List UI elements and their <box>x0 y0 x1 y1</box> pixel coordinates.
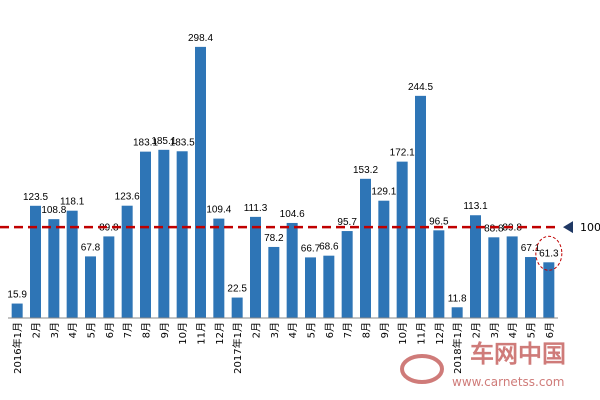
highlight-circle <box>535 235 563 271</box>
value-label: 88.8 <box>484 223 504 234</box>
x-tick-label: 3月 <box>49 322 61 338</box>
bar <box>305 257 316 318</box>
value-label: 244.5 <box>408 82 433 93</box>
bar <box>396 161 408 318</box>
x-tick-label: 6月 <box>324 322 336 338</box>
x-tick-label: 3月 <box>269 322 281 338</box>
bar <box>66 210 78 318</box>
bar <box>433 230 445 318</box>
x-tick-label: 10月 <box>397 322 409 345</box>
x-tick-label: 2月 <box>471 322 483 338</box>
bar <box>195 46 206 318</box>
x-tick-label: 10月 <box>177 322 189 345</box>
value-label: 104.6 <box>280 209 305 220</box>
value-label: 123.5 <box>23 192 48 203</box>
bar <box>451 307 463 318</box>
bar <box>286 222 298 318</box>
bar <box>506 236 518 318</box>
bar <box>30 205 41 318</box>
value-label: 183.1 <box>133 138 158 149</box>
watermark-url: www.carnetss.com <box>452 375 564 389</box>
bar <box>85 256 96 318</box>
x-tick-label: 7月 <box>122 322 134 338</box>
bar <box>470 215 481 318</box>
value-label: 183.5 <box>170 137 195 148</box>
value-label: 111.3 <box>244 203 268 214</box>
reference-label: 100 <box>580 221 600 234</box>
bar <box>268 246 280 318</box>
x-tick-label: 2016年1月 <box>11 322 24 374</box>
x-tick-label: 2月 <box>251 322 263 338</box>
x-tick-label: 4月 <box>507 322 519 338</box>
bar <box>176 151 188 318</box>
value-label: 78.2 <box>264 233 284 244</box>
value-label: 89.8 <box>99 222 119 233</box>
x-tick-label: 2月 <box>31 322 43 338</box>
value-label: 108.8 <box>41 205 66 216</box>
value-label: 61.3 <box>539 248 559 259</box>
value-label: 96.5 <box>429 216 449 227</box>
x-tick-label: 7月 <box>342 322 354 338</box>
bar <box>213 218 225 318</box>
value-label: 113.1 <box>463 201 488 212</box>
x-tick-label: 4月 <box>67 322 79 338</box>
value-label: 298.4 <box>188 33 213 44</box>
bar <box>140 151 151 318</box>
watermark-text: 车网中国 <box>470 340 566 368</box>
value-label: 153.2 <box>353 165 378 176</box>
bar <box>48 219 60 318</box>
x-tick-label: 3月 <box>489 322 501 338</box>
value-label: 172.1 <box>390 148 415 159</box>
value-label: 95.7 <box>337 217 357 228</box>
bar <box>231 297 243 318</box>
x-tick-label: 12月 <box>434 322 446 345</box>
bar <box>11 303 23 318</box>
bar <box>103 236 115 318</box>
x-tick-label: 11月 <box>196 322 208 345</box>
bar <box>543 262 555 318</box>
bar <box>341 231 353 318</box>
value-label: 11.8 <box>448 293 467 304</box>
bar <box>323 255 335 318</box>
x-tick-label: 5月 <box>86 322 98 338</box>
bar <box>378 200 390 318</box>
x-tick-label: 5月 <box>306 322 318 338</box>
x-tick-label: 5月 <box>526 322 538 338</box>
value-label: 67.1 <box>521 243 541 254</box>
x-tick-label: 6月 <box>544 322 556 338</box>
reference-marker <box>563 221 573 234</box>
x-tick-label: 11月 <box>416 322 428 345</box>
value-label: 109.4 <box>206 205 231 216</box>
bar <box>121 205 133 318</box>
bar <box>525 257 536 318</box>
value-label: 66.7 <box>301 243 321 254</box>
bar <box>158 149 170 318</box>
bar <box>488 237 500 318</box>
value-label: 67.8 <box>81 242 101 253</box>
bar <box>360 178 371 318</box>
value-label: 22.5 <box>227 284 247 295</box>
value-label: 123.6 <box>115 192 140 203</box>
watermark: 车网中国 www.carnetss.com <box>400 340 566 389</box>
bar <box>415 95 426 319</box>
x-tick-label: 6月 <box>104 322 116 338</box>
x-tick-label: 12月 <box>214 322 226 345</box>
value-label: 129.1 <box>371 187 396 198</box>
bar <box>250 216 261 318</box>
x-tick-label: 2017年1月 <box>231 322 244 374</box>
x-tick-label: 9月 <box>159 322 171 338</box>
x-tick-label: 4月 <box>287 322 299 338</box>
value-label: 118.1 <box>60 197 85 208</box>
x-tick-label: 8月 <box>361 322 373 338</box>
watermark-logo <box>400 354 444 384</box>
x-tick-label: 9月 <box>379 322 391 338</box>
value-label: 68.6 <box>319 242 339 253</box>
x-tick-label: 2018年1月 <box>451 322 464 374</box>
value-label: 185.1 <box>151 136 176 147</box>
x-tick-label: 8月 <box>141 322 153 338</box>
value-label: 15.9 <box>7 290 27 301</box>
